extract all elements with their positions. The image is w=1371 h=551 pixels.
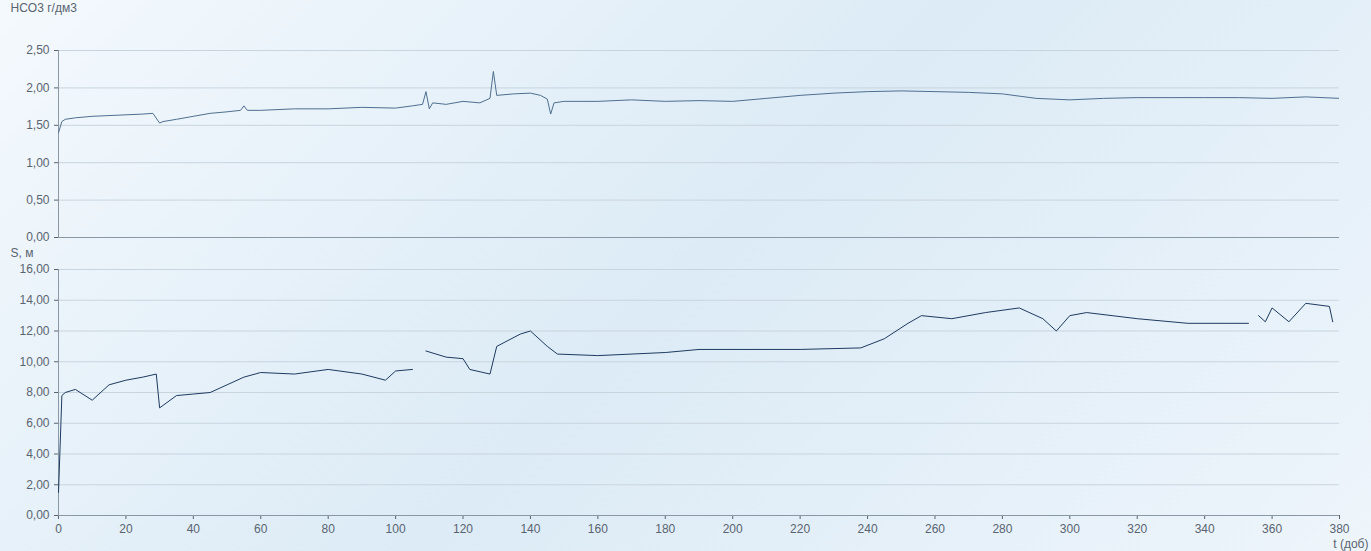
svg-text:40: 40 [187,522,201,536]
svg-text:180: 180 [655,522,675,536]
svg-text:0,00: 0,00 [26,230,50,244]
svg-text:100: 100 [386,522,406,536]
svg-text:260: 260 [925,522,945,536]
svg-text:t (доб): t (доб) [1333,537,1368,551]
svg-text:1,00: 1,00 [26,156,50,170]
svg-text:0: 0 [55,522,62,536]
svg-text:12,00: 12,00 [19,324,49,338]
svg-text:S, м: S, м [11,246,34,260]
svg-text:0,00: 0,00 [26,508,50,522]
svg-text:1,50: 1,50 [26,118,50,132]
svg-text:2,50: 2,50 [26,43,50,57]
svg-text:10,00: 10,00 [19,355,49,369]
svg-text:16,00: 16,00 [19,262,49,276]
svg-text:HCO3 г/дм3: HCO3 г/дм3 [11,1,78,15]
svg-text:2,00: 2,00 [26,478,50,492]
svg-text:8,00: 8,00 [26,385,50,399]
svg-text:200: 200 [723,522,743,536]
svg-text:380: 380 [1329,522,1349,536]
svg-text:360: 360 [1262,522,1282,536]
svg-text:320: 320 [1127,522,1147,536]
svg-text:80: 80 [322,522,336,536]
svg-text:160: 160 [588,522,608,536]
svg-text:300: 300 [1060,522,1080,536]
svg-text:20: 20 [119,522,133,536]
svg-text:60: 60 [254,522,268,536]
svg-text:220: 220 [790,522,810,536]
svg-text:6,00: 6,00 [26,416,50,430]
svg-text:120: 120 [453,522,473,536]
svg-text:280: 280 [992,522,1012,536]
svg-text:240: 240 [858,522,878,536]
svg-text:140: 140 [520,522,540,536]
svg-text:0,50: 0,50 [26,193,50,207]
svg-text:4,00: 4,00 [26,447,50,461]
svg-text:2,00: 2,00 [26,81,50,95]
svg-text:14,00: 14,00 [19,293,49,307]
svg-text:340: 340 [1195,522,1215,536]
